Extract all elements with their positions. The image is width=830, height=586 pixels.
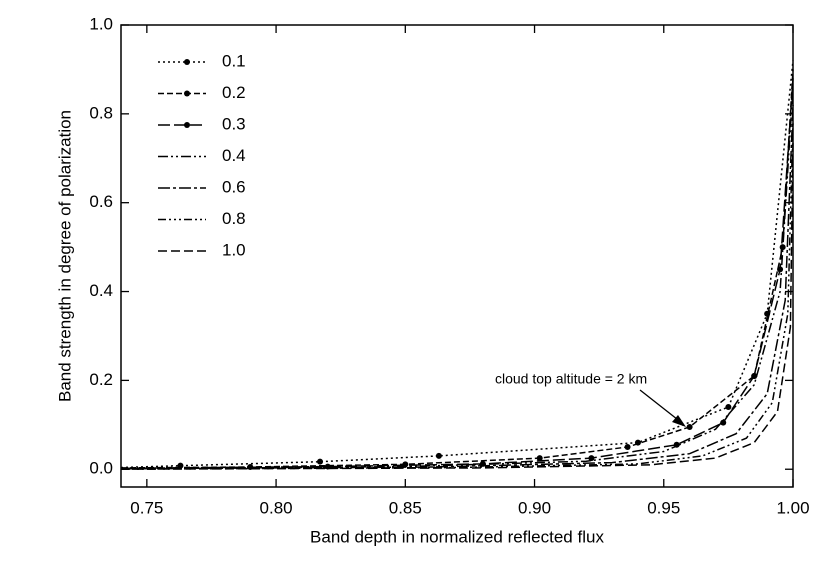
point <box>536 455 543 462</box>
point <box>588 455 595 462</box>
legend-label: 0.4 <box>222 146 246 165</box>
annotation-arrow <box>639 389 683 424</box>
legend-label: 0.1 <box>222 51 246 70</box>
series-line <box>120 78 794 470</box>
point <box>751 372 758 379</box>
y-tick-label: 0.2 <box>89 370 113 389</box>
y-tick-label: 0.8 <box>89 103 113 122</box>
legend-marker <box>184 90 190 97</box>
y-tick-label: 0.4 <box>89 281 113 300</box>
point <box>686 424 693 431</box>
legend-marker <box>184 59 190 65</box>
x-tick-label: 0.85 <box>389 498 422 517</box>
series-line <box>120 104 794 470</box>
legend-label: 0.2 <box>222 83 246 102</box>
x-tick-label: 0.80 <box>260 498 293 517</box>
legend-label: 0.3 <box>222 114 246 133</box>
plot-frame <box>120 24 794 488</box>
annotation: cloud top altitude = 2 km <box>495 371 647 387</box>
x-tick-label: 0.90 <box>518 498 551 517</box>
legend-label: 0.6 <box>222 177 246 196</box>
y-tick-label: 1.0 <box>89 14 113 33</box>
point <box>720 419 727 426</box>
x-tick-label: 0.95 <box>647 498 680 517</box>
point <box>317 458 324 465</box>
legend-label: 0.8 <box>222 209 246 228</box>
point <box>777 266 784 273</box>
y-axis-label: Band strength in degree of polarization <box>55 110 74 402</box>
series-line <box>120 140 794 470</box>
point <box>435 452 442 459</box>
arrow-head <box>672 415 686 427</box>
x-tick-label: 1.00 <box>776 498 809 517</box>
y-tick-label: 0.0 <box>89 459 113 478</box>
y-tick-label: 0.6 <box>89 192 113 211</box>
point <box>725 404 732 411</box>
point <box>624 444 631 451</box>
legend-marker <box>184 122 190 128</box>
series-line <box>120 87 794 470</box>
series-line <box>120 122 794 470</box>
x-axis-label: Band depth in normalized reflected flux <box>310 527 604 546</box>
legend-label: 1.0 <box>222 240 246 259</box>
x-tick-label: 0.75 <box>130 498 163 517</box>
